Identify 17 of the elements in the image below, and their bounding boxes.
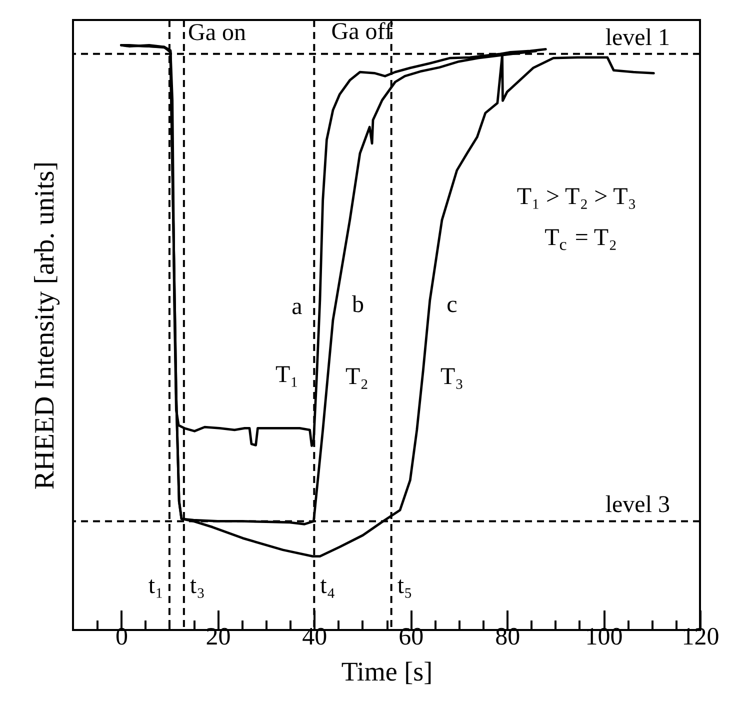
ref-line-label: t₃: [190, 573, 205, 600]
x-axis-title: Time [s]: [341, 656, 433, 686]
ref-line-label: t₄: [320, 573, 336, 600]
annotation: Ga on: [188, 20, 246, 46]
ref-line-label: t₅: [397, 573, 412, 600]
annotation: b: [352, 292, 364, 318]
text: Ga off: [331, 19, 393, 45]
ref-line-label: level 3: [605, 492, 670, 518]
annotation: T₁ > T₂ > T₃: [516, 184, 636, 210]
annotation: T₃: [440, 364, 464, 390]
ref-line-label: t₁: [148, 573, 164, 600]
annotation: a: [292, 294, 303, 320]
annotation: T₂: [345, 364, 369, 390]
ref-line-label: level 1: [605, 24, 670, 51]
annotation: T₁: [275, 362, 299, 388]
y-axis-title: RHEED Intensity [arb. units]: [30, 161, 60, 490]
annotation: c: [446, 292, 458, 318]
